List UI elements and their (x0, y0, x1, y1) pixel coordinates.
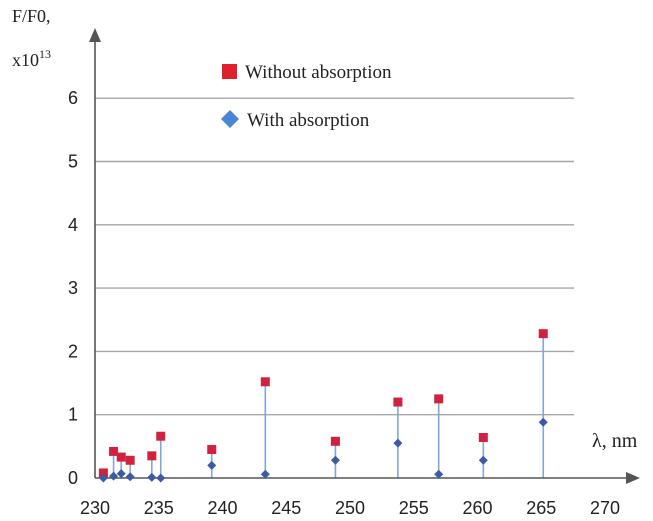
x-axis-label: λ, nm (592, 430, 638, 452)
point-without-absorption-8 (260, 377, 270, 387)
legend-square-icon (222, 64, 237, 79)
legend: Without absorption With absorption (221, 62, 392, 131)
point-without-absorption-9 (330, 436, 340, 446)
y-tick-label-0: 0 (68, 468, 78, 488)
point-with-absorption-13 (538, 417, 548, 427)
y-tick-label-1: 1 (68, 405, 78, 425)
markers (98, 329, 548, 483)
point-with-absorption-2 (109, 471, 119, 481)
point-with-absorption-10 (393, 438, 403, 448)
y-axis-label-line1: F/F0, (12, 6, 51, 26)
x-axis-arrow-icon (626, 472, 640, 484)
x-tick-label-230: 230 (80, 498, 110, 518)
point-with-absorption-11 (434, 469, 444, 479)
point-without-absorption-11 (434, 394, 444, 404)
y-tick-label-2: 2 (68, 341, 78, 361)
x-tick-label-245: 245 (271, 498, 301, 518)
point-with-absorption-12 (478, 455, 488, 465)
point-without-absorption-3 (116, 452, 126, 462)
point-with-absorption-7 (207, 460, 217, 470)
legend-label-without-absorption: Without absorption (245, 62, 392, 83)
point-without-absorption-6 (156, 431, 166, 441)
point-with-absorption-5 (147, 472, 157, 482)
point-without-absorption-1 (98, 468, 108, 478)
y-axis-label: F/F0, x1013 (12, 6, 51, 70)
y-tick-label-3: 3 (68, 278, 78, 298)
point-with-absorption-4 (125, 472, 135, 482)
x-tick-label-270: 270 (590, 498, 620, 518)
y-axis-label-base: x10 (12, 50, 39, 70)
point-with-absorption-8 (260, 469, 270, 479)
y-axis-label-line2: x1013 (12, 47, 51, 70)
grid (95, 97, 574, 416)
axes (89, 28, 640, 484)
point-with-absorption-3 (116, 469, 126, 479)
point-without-absorption-5 (147, 451, 157, 461)
point-without-absorption-2 (109, 446, 119, 456)
y-axis-arrow-icon (89, 28, 101, 42)
y-axis-label-exponent: 13 (39, 47, 51, 61)
x-tick-label-235: 235 (144, 498, 174, 518)
y-tick-label-5: 5 (68, 152, 78, 172)
point-without-absorption-7 (207, 445, 217, 455)
point-without-absorption-13 (538, 329, 548, 339)
stems (102, 333, 545, 478)
point-without-absorption-4 (125, 455, 135, 465)
x-tick-label-265: 265 (526, 498, 556, 518)
point-without-absorption-12 (478, 432, 488, 442)
legend-diamond-icon (221, 110, 239, 128)
point-with-absorption-9 (330, 455, 340, 465)
tick-labels: 0 1 2 3 4 5 6 230 235 240 245 250 255 260 265 270 (68, 88, 620, 518)
point-without-absorption-10 (393, 397, 403, 407)
y-tick-label-6: 6 (68, 88, 78, 108)
x-tick-label-255: 255 (399, 498, 429, 518)
x-tick-label-260: 260 (462, 498, 492, 518)
x-tick-label-240: 240 (207, 498, 237, 518)
legend-label-with-absorption: With absorption (247, 110, 370, 131)
x-tick-label-250: 250 (335, 498, 365, 518)
point-with-absorption-6 (156, 473, 166, 483)
point-with-absorption-1 (98, 473, 108, 483)
y-tick-label-4: 4 (68, 215, 78, 235)
